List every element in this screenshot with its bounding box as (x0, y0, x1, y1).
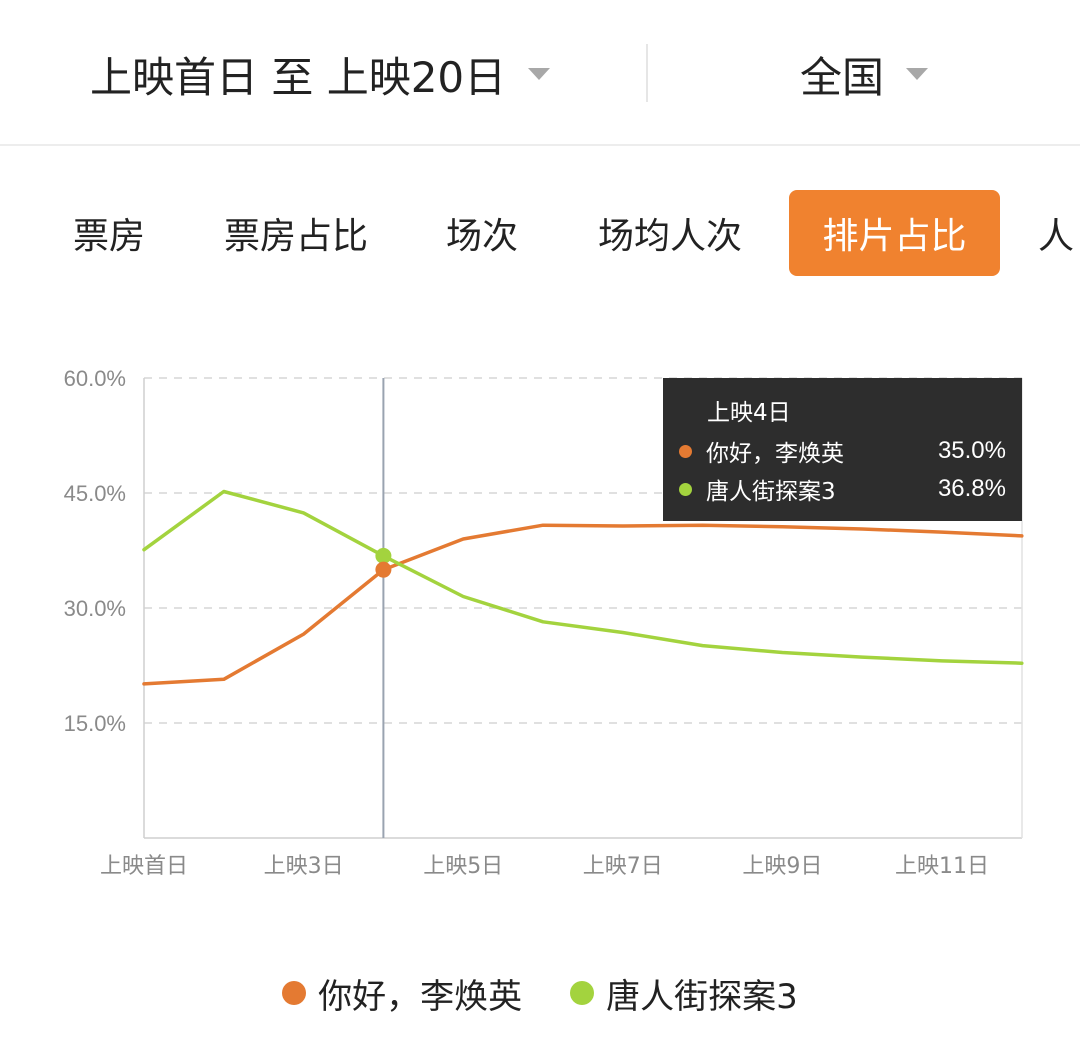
tab-screenings[interactable]: 场次 (445, 216, 518, 257)
date-range-label: 上映首日 至 上映20日 (90, 52, 507, 102)
legend-label: 你好，李焕英 (318, 976, 523, 1017)
tooltip-row: 唐人街探案3 36.8% (679, 470, 1006, 508)
series-dot-icon (679, 482, 692, 496)
y-tick-label: 30.0% (64, 596, 126, 621)
chart-grid (144, 377, 1022, 724)
filter-header: 上映首日 至 上映20日 全国 (0, 0, 1080, 146)
chart-series (142, 489, 1024, 686)
series-line-1 (142, 523, 1024, 686)
x-tick-label: 上映5日 (423, 854, 503, 879)
y-tick-label: 15.0% (64, 711, 126, 736)
chevron-down-icon (528, 68, 551, 80)
legend-item-series-1[interactable]: 你好，李焕英 (282, 969, 522, 1018)
highlight-point-series-1 (375, 561, 392, 578)
tab-box-office-share[interactable]: 票房占比 (223, 216, 368, 257)
tooltip-row: 你好，李焕英 35.0% (679, 432, 1006, 470)
tab-screening-share[interactable]: 排片占比 (789, 190, 1000, 276)
chart-tooltip: 上映4日 你好，李焕英 35.0% 唐人街探案3 36.8% (663, 378, 1022, 521)
x-tick-label: 上映9日 (742, 854, 822, 879)
x-axis-ticks: 上映首日 上映3日 上映5日 上映7日 上映9日 上映11日 (100, 854, 989, 879)
series-dot-icon (679, 444, 692, 458)
tab-box-office[interactable]: 票房 (72, 216, 145, 257)
x-tick-label: 上映3日 (264, 854, 344, 879)
y-axis-ticks: 15.0% 30.0% 45.0% 60.0% (64, 366, 126, 736)
series-dot-icon (282, 981, 307, 1005)
header-divider (646, 44, 648, 102)
tooltip-series-name: 唐人街探案3 (706, 479, 836, 505)
y-tick-label: 45.0% (64, 481, 126, 506)
y-tick-label: 60.0% (64, 366, 126, 391)
chart-legend: 你好，李焕英 唐人街探案3 (0, 965, 1080, 1021)
tab-partial[interactable]: 人 (1038, 216, 1075, 257)
tooltip-series-name: 你好，李焕英 (706, 441, 844, 467)
region-label: 全国 (800, 52, 885, 102)
legend-item-series-2[interactable]: 唐人街探案3 (570, 969, 798, 1018)
x-tick-label: 上映11日 (895, 854, 989, 879)
highlight-point-series-2 (375, 547, 392, 564)
tooltip-series-value: 35.0% (937, 437, 1006, 464)
series-line-2 (142, 489, 1024, 665)
chevron-down-icon (906, 68, 929, 80)
date-range-selector[interactable]: 上映首日 至 上映20日 (90, 44, 551, 104)
legend-label: 唐人街探案3 (606, 976, 798, 1017)
chart-axes (143, 378, 1023, 839)
tooltip-title: 上映4日 (707, 400, 791, 426)
region-selector[interactable]: 全国 (800, 44, 929, 104)
series-dot-icon (570, 981, 595, 1005)
x-tick-label: 上映7日 (583, 854, 663, 879)
metric-tabs: 票房 票房占比 场次 场均人次 排片占比 人 (0, 190, 1080, 276)
tooltip-series-value: 36.8% (937, 475, 1006, 502)
highlight-markers (375, 547, 392, 578)
x-tick-label: 上映首日 (100, 854, 188, 879)
tab-avg-attendance[interactable]: 场均人次 (597, 216, 742, 257)
